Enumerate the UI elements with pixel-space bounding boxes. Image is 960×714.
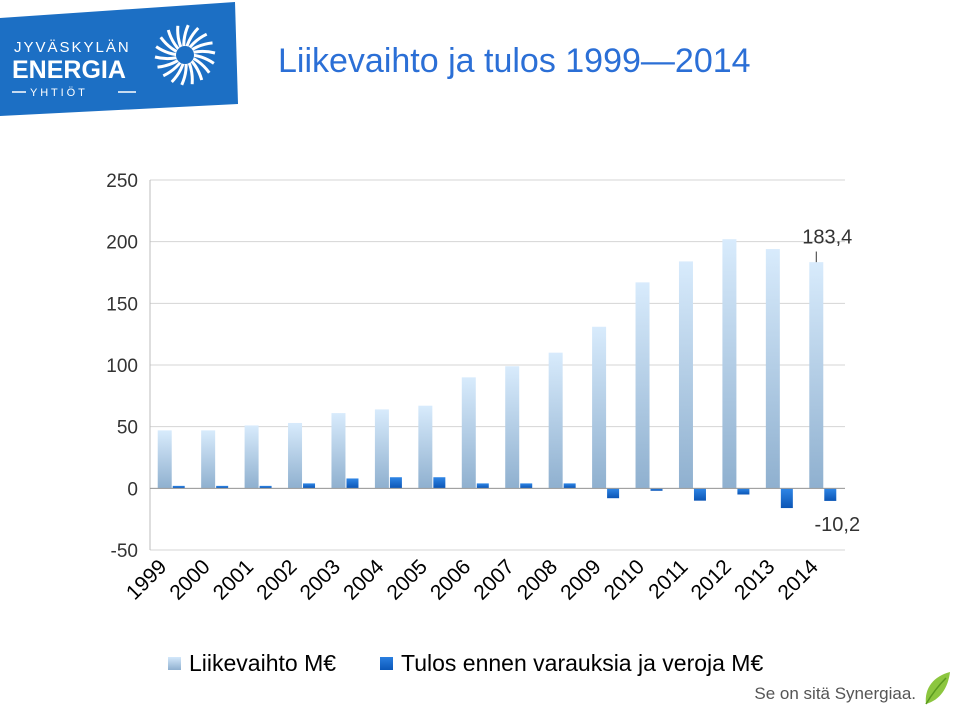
bar-result-1999 bbox=[172, 485, 185, 489]
x-tick-label: 2003 bbox=[296, 555, 345, 604]
x-tick-label: 2009 bbox=[556, 555, 605, 604]
bar-result-2010 bbox=[650, 488, 663, 491]
bar-revenue-2003 bbox=[331, 413, 346, 489]
bar-revenue-2013 bbox=[765, 249, 780, 489]
x-tick-label: 2014 bbox=[774, 555, 824, 605]
x-tick-label: 2004 bbox=[339, 555, 389, 605]
bar-revenue-2014 bbox=[809, 262, 824, 489]
bar-result-2009 bbox=[607, 488, 620, 499]
bar-result-2013 bbox=[780, 488, 793, 509]
x-tick-label: 1999 bbox=[122, 555, 171, 604]
bar-revenue-2011 bbox=[678, 261, 693, 489]
x-tick-label: 2006 bbox=[426, 555, 475, 604]
x-tick-label: 2008 bbox=[513, 555, 562, 604]
y-tick-label: 0 bbox=[127, 479, 138, 500]
footer-slogan: Se on sitä Synergiaa. bbox=[754, 684, 916, 703]
bar-result-2002 bbox=[303, 483, 316, 489]
x-tick-label: 2002 bbox=[252, 555, 301, 604]
bar-result-2005 bbox=[433, 477, 446, 489]
x-tick-label: 2000 bbox=[165, 555, 214, 604]
legend-item-revenue: Liikevaihto M€ bbox=[168, 650, 336, 677]
x-axis: 1999200020012002200320042005200620072008… bbox=[122, 487, 845, 605]
bar-revenue-2004 bbox=[374, 409, 389, 489]
y-tick-label: 200 bbox=[106, 233, 138, 254]
y-tick-label: 150 bbox=[106, 294, 138, 315]
bar-revenue-2008 bbox=[548, 352, 563, 489]
bar-revenue-2007 bbox=[505, 366, 520, 489]
x-tick-label: 2013 bbox=[730, 555, 779, 604]
bar-revenue-2002 bbox=[288, 422, 303, 489]
bar-revenue-2012 bbox=[722, 239, 737, 489]
logo-line1: JYVÄSKYLÄN bbox=[14, 39, 131, 56]
x-tick-label: 2007 bbox=[469, 555, 518, 604]
bar-result-2001 bbox=[259, 485, 272, 489]
legend-swatch-revenue bbox=[168, 656, 181, 670]
bar-result-2007 bbox=[520, 483, 533, 489]
bar-revenue-2000 bbox=[201, 430, 216, 489]
bar-revenue-2010 bbox=[635, 282, 650, 489]
x-tick-label: 2011 bbox=[644, 555, 692, 603]
bar-result-2014 bbox=[824, 488, 837, 501]
page-title: Liikevaihto ja tulos 1999—2014 bbox=[278, 42, 751, 80]
y-tick-label: 100 bbox=[106, 356, 138, 377]
footer: Se on sitä Synergiaa. bbox=[754, 670, 952, 708]
x-tick-label: 2005 bbox=[383, 555, 432, 604]
bar-revenue-2006 bbox=[461, 377, 476, 489]
bar-result-2000 bbox=[216, 485, 229, 489]
y-axis: -50 0 50 100 150 200 250 bbox=[106, 171, 151, 562]
bar-result-2012 bbox=[737, 488, 750, 495]
bar-result-2011 bbox=[693, 488, 706, 501]
bar-result-2004 bbox=[389, 477, 402, 489]
x-tick-label: 2012 bbox=[687, 555, 736, 604]
bar-result-2008 bbox=[563, 483, 576, 489]
bars bbox=[157, 239, 837, 509]
legend: Liikevaihto M€ Tulos ennen varauksia ja … bbox=[168, 648, 807, 678]
logo-line3: Y H T I Ö T bbox=[30, 87, 85, 99]
legend-label-revenue: Liikevaihto M€ bbox=[189, 649, 337, 676]
bar-revenue-2009 bbox=[592, 326, 607, 489]
annotation-label: -10,2 bbox=[814, 514, 860, 536]
y-tick-label: 50 bbox=[117, 418, 138, 439]
logo-line2: ENERGIA bbox=[12, 56, 126, 84]
bar-result-2006 bbox=[476, 483, 489, 489]
legend-item-result: Tulos ennen varauksia ja veroja M€ bbox=[380, 650, 763, 677]
bar-revenue-2001 bbox=[244, 425, 259, 489]
legend-label-result: Tulos ennen varauksia ja veroja M€ bbox=[401, 649, 764, 676]
legend-swatch-result bbox=[380, 656, 394, 670]
y-tick-label: 250 bbox=[106, 171, 138, 192]
y-tick-label: -50 bbox=[111, 541, 138, 562]
annotations: 183,4 -10,2 bbox=[802, 227, 860, 537]
jyvaskylan-energia-logo: JYVÄSKYLÄN ENERGIA Y H T I Ö T bbox=[0, 2, 238, 116]
logo-swirl-icon bbox=[154, 24, 216, 86]
x-tick-label: 2001 bbox=[209, 555, 258, 604]
annotation-label: 183,4 bbox=[802, 227, 852, 249]
x-tick-label: 2010 bbox=[600, 555, 649, 604]
bar-result-2003 bbox=[346, 478, 359, 489]
bar-revenue-1999 bbox=[157, 430, 172, 489]
bar-revenue-2005 bbox=[418, 405, 433, 489]
leaf-icon bbox=[925, 672, 950, 705]
